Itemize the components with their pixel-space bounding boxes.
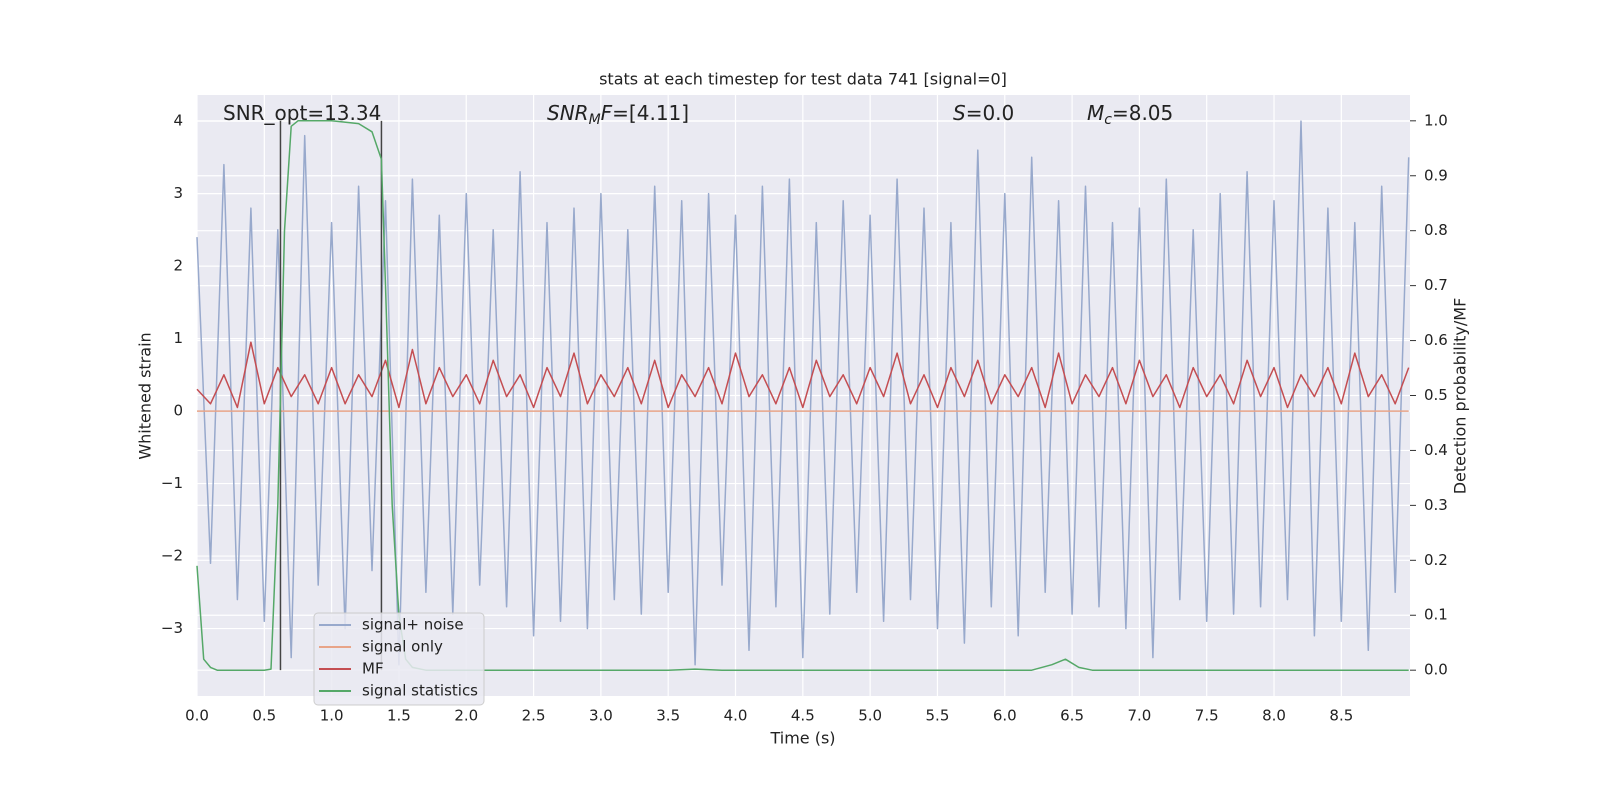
y2-tick-label: 0.2 [1424,551,1448,569]
legend-label: signal+ noise [362,616,464,634]
annotation-part: =[4.11] [612,101,689,125]
y-axis-label: Whitened strain [136,332,155,459]
x-tick-label: 8.0 [1262,707,1286,725]
y2-tick-label: 0.9 [1424,166,1448,184]
x-tick-label: 0.5 [252,707,276,725]
x-tick-label: 3.0 [589,707,613,725]
legend: signal+ noise signal only MF signal statist… [313,612,485,706]
legend-label: signal statistics [362,682,478,700]
x-tick-label: 4.0 [724,707,748,725]
y2-tick-label: 0.4 [1424,441,1448,459]
annotation-part: c [1104,112,1112,128]
y-tick-label: 2 [173,257,183,275]
annotation-part: M [589,112,601,128]
x-tick-label: 0.0 [185,707,209,725]
annotation-part: F [601,101,613,125]
y-tick-label: 1 [173,329,183,347]
x-tick-label: 6.5 [1060,707,1084,725]
y2-tick-label: 0.3 [1424,496,1448,514]
series-line [196,120,1409,671]
y2-axis-label: Detection probability/MF [1451,298,1470,495]
x-tick-label: 5.5 [926,707,950,725]
annotation-part: =0.0 [966,101,1015,125]
y2-tick-label: 1.0 [1424,111,1448,129]
legend-box [313,612,485,706]
series-line [196,341,1410,409]
annotation-part: S [953,101,966,125]
x-tick-label: 4.5 [791,707,815,725]
annotation: S=0.0 [953,101,1014,125]
y-tick-label: 3 [173,184,183,202]
y2-tick-label: 0.5 [1424,386,1448,404]
y2-tick-label: 0.8 [1424,221,1448,239]
annotation-part: SNR_opt=13.34 [223,101,381,125]
annotation-part: M [1087,101,1104,125]
x-tick-label: 6.0 [993,707,1017,725]
annotation: SNR_opt=13.34 [223,101,381,125]
y-tick-label: −1 [161,474,183,492]
x-tick-label: 7.5 [1195,707,1219,725]
legend-label: signal only [362,638,443,656]
x-tick-label: 5.0 [858,707,882,725]
annotation: Mc=8.05 [1087,101,1173,129]
legend-label: MF [362,660,384,678]
x-tick-label: 8.5 [1329,707,1353,725]
y-tick-label: 4 [173,112,183,130]
x-tick-label: 1.5 [387,707,411,725]
chart-title: stats at each timestep for test data 741… [599,70,1007,89]
x-tick-label: 1.0 [320,707,344,725]
y-tick-label: 0 [173,402,183,420]
y2-tick-label: 0.6 [1424,331,1448,349]
y2-tick-label: 0.0 [1424,661,1448,679]
y2-tick-label: 0.7 [1424,276,1448,294]
annotation: SNRMF=[4.11] [547,101,689,129]
x-tick-label: 7.0 [1127,707,1151,725]
y-tick-label: −2 [161,547,183,565]
annotation-part: SNR [547,101,589,125]
x-tick-label: 2.0 [454,707,478,725]
annotation-part: =8.05 [1112,101,1173,125]
x-axis-label: Time (s) [769,729,835,748]
y2-tick-label: 0.1 [1424,606,1448,624]
x-tick-label: 3.5 [656,707,680,725]
y-tick-label: −3 [161,619,183,637]
x-tick-label: 2.5 [522,707,546,725]
